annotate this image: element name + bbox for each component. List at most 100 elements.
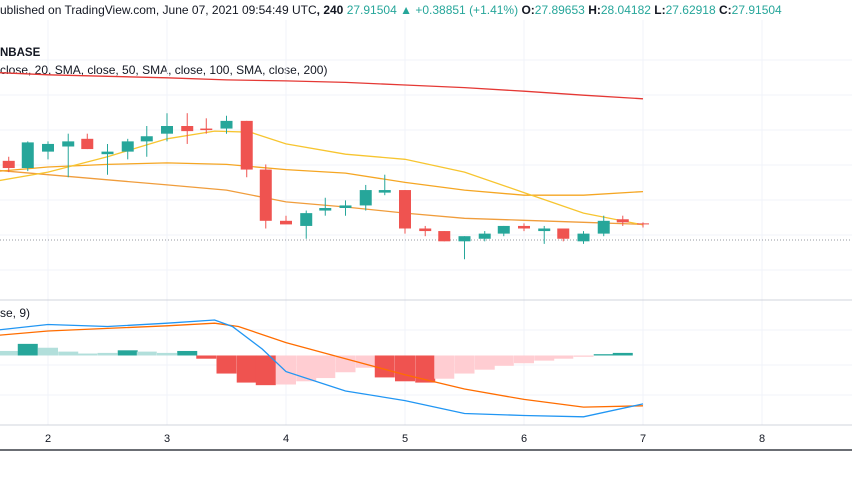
- candle-body: [577, 233, 590, 242]
- low-value: 27.62918: [665, 3, 716, 17]
- low-label: L:: [654, 3, 666, 17]
- candle-body: [497, 225, 510, 234]
- histogram-bar: [17, 343, 38, 356]
- chart-header-line: ublished on TradingView.com, June 07, 20…: [0, 3, 782, 17]
- macd-legend: se, 9): [0, 306, 31, 320]
- ma50-line: [0, 162, 644, 196]
- ma200-line: [0, 72, 644, 100]
- histogram-bar: [395, 355, 415, 382]
- close-label: C:: [719, 3, 732, 17]
- candle-body: [259, 169, 272, 221]
- change-value: +0.38851 (+1.41%): [415, 3, 519, 17]
- candle-body: [616, 219, 629, 223]
- candle-body: [319, 208, 332, 211]
- histogram-bar: [216, 355, 237, 374]
- candle-body: [538, 228, 551, 232]
- open-value: 27.89653: [534, 3, 585, 17]
- candle-body: [419, 228, 432, 232]
- macd-histogram: [0, 343, 633, 386]
- candle-body: [399, 190, 411, 229]
- time-axis-label: 3: [164, 433, 170, 445]
- candles: [2, 113, 649, 260]
- time-axis-label: 2: [45, 433, 51, 445]
- histogram-bar: [276, 355, 296, 385]
- candle-body: [280, 220, 292, 225]
- candle-body: [121, 141, 134, 152]
- candle-body: [458, 236, 471, 242]
- histogram-bar: [415, 355, 436, 383]
- candle-body: [181, 126, 194, 132]
- candle-body: [101, 151, 114, 155]
- close-value: 27.91504: [731, 3, 782, 17]
- candle-body: [2, 160, 15, 169]
- ma-legend: close, 20, SMA, close, 50, SMA, close, 1…: [0, 63, 328, 77]
- signal-line: [0, 322, 644, 408]
- histogram-bar: [355, 355, 376, 368]
- last-price: 27.91504: [346, 3, 397, 17]
- histogram-bar: [255, 355, 276, 386]
- macd-lines: [0, 319, 644, 418]
- candle-body: [62, 141, 75, 147]
- time-axis: 23456782: [45, 433, 765, 445]
- histogram-bar: [0, 350, 19, 356]
- histogram-bar: [77, 353, 98, 356]
- histogram-bar: [315, 355, 336, 379]
- histogram-bar: [136, 351, 157, 356]
- candle-body: [359, 190, 372, 206]
- candle-body: [339, 205, 352, 208]
- ma100-line: [0, 169, 644, 226]
- interval-text: , 240: [316, 3, 344, 17]
- histogram-bar: [177, 350, 198, 356]
- high-value: 28.04182: [600, 3, 651, 17]
- time-axis-label: 6: [521, 433, 527, 445]
- histogram-bar: [553, 355, 574, 359]
- histogram-bar: [97, 352, 118, 356]
- candle-body: [518, 225, 530, 229]
- candle-body: [200, 128, 213, 131]
- histogram-bar: [573, 355, 594, 357]
- histogram-bar: [514, 355, 534, 364]
- histogram-bar: [38, 347, 58, 356]
- histogram-bar: [157, 352, 177, 356]
- high-label: H:: [588, 3, 601, 17]
- candle-body: [557, 228, 570, 239]
- candle-body: [300, 213, 313, 226]
- time-axis-label: 5: [402, 433, 408, 445]
- histogram-bar: [296, 355, 317, 382]
- time-axis-label: 8: [759, 433, 765, 445]
- candle-body: [161, 126, 173, 134]
- histogram-bar: [454, 355, 475, 374]
- ma20-line: [0, 130, 644, 226]
- candle-body: [42, 143, 54, 152]
- candle-body: [140, 136, 153, 142]
- exchange-label: NBASE: [0, 47, 41, 59]
- candle-body: [597, 220, 610, 234]
- candle-body: [637, 223, 649, 225]
- histogram-bar: [196, 355, 217, 359]
- moving-averages: [0, 72, 644, 226]
- candle-body: [220, 120, 233, 129]
- open-label: O:: [521, 3, 535, 17]
- candle-body: [240, 120, 253, 170]
- histogram-bar: [117, 350, 138, 356]
- change-arrow: ▲: [400, 3, 412, 17]
- histogram-bar: [374, 355, 395, 378]
- candle-body: [81, 138, 94, 150]
- histogram-bar: [474, 355, 495, 370]
- candle-body: [21, 142, 34, 169]
- histogram-bar: [493, 355, 514, 366]
- candle-body: [438, 231, 451, 242]
- histogram-bar: [593, 354, 614, 356]
- candle-body: [378, 190, 391, 193]
- time-axis-label: 7: [640, 433, 646, 445]
- histogram-bar: [534, 355, 555, 361]
- candle-body: [478, 233, 491, 239]
- histogram-bar: [236, 355, 257, 383]
- published-text: ublished on TradingView.com, June 07, 20…: [0, 3, 317, 17]
- histogram-bar: [612, 352, 633, 356]
- histogram-bar: [58, 351, 79, 356]
- time-axis-label: 4: [283, 433, 289, 445]
- histogram-bar: [434, 355, 455, 379]
- histogram-bar: [335, 355, 356, 373]
